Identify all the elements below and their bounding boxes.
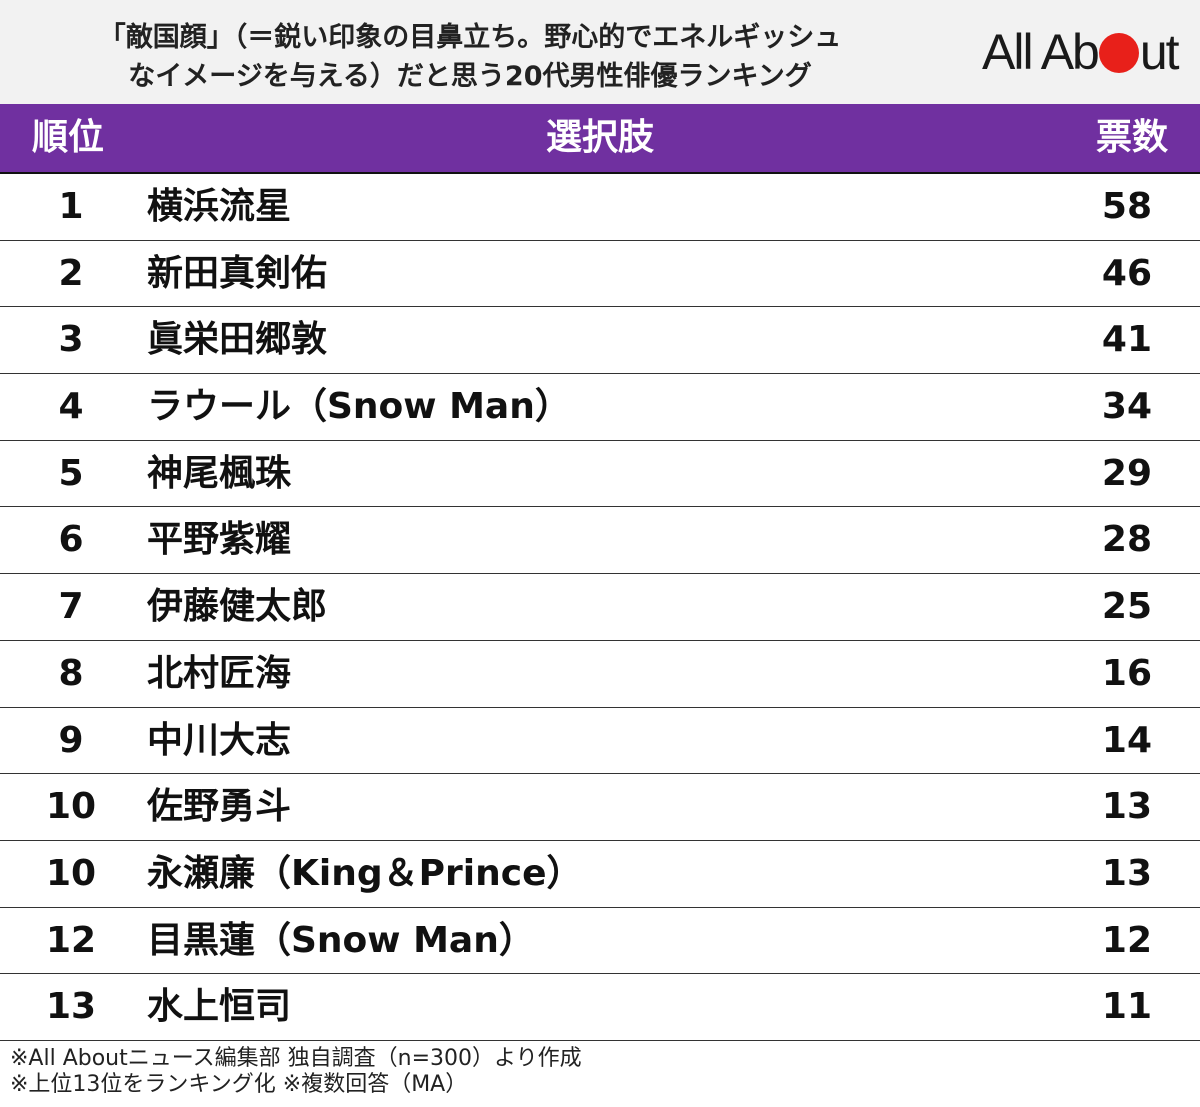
name-cell: 伊藤健太郎 — [147, 586, 328, 628]
logo-text-right: ut — [1139, 24, 1180, 80]
table-row: 6 平野紫耀 28 — [0, 507, 1200, 575]
rank-cell: 3 — [58, 319, 84, 361]
chart-title: 「敵国顔」（＝鋭い印象の目鼻立ち。野心的でエネルギッシュ なイメージを与える）だ… — [20, 18, 920, 96]
logo-text-left: All Ab — [982, 24, 1100, 80]
votes-cell: 13 — [1101, 852, 1152, 894]
votes-cell: 41 — [1101, 319, 1152, 361]
table-row: 9 中川大志 14 — [0, 708, 1200, 775]
name-cell: 目黒蓮（Snow Man） — [147, 919, 535, 961]
all-about-logo: All Ab ut — [982, 22, 1180, 82]
table-row: 1 横浜流星 58 — [0, 174, 1200, 241]
votes-cell: 12 — [1101, 919, 1152, 961]
rank-cell: 6 — [58, 519, 84, 561]
votes-cell: 16 — [1101, 652, 1152, 694]
rank-cell: 9 — [58, 719, 84, 761]
name-cell: 中川大志 — [147, 719, 292, 761]
votes-cell: 11 — [1101, 986, 1152, 1028]
table-row: 12 目黒蓮（Snow Man） 12 — [0, 908, 1200, 975]
name-cell: ラウール（Snow Man） — [147, 386, 571, 428]
rank-cell: 4 — [58, 386, 84, 428]
table-row: 10 佐野勇斗 13 — [0, 774, 1200, 841]
name-cell: 永瀬廉（King＆Prince） — [147, 852, 583, 894]
table-row: 2 新田真剣佑 46 — [0, 241, 1200, 308]
name-cell: 平野紫耀 — [147, 519, 292, 561]
votes-cell: 25 — [1101, 586, 1152, 628]
name-cell: 横浜流星 — [147, 186, 292, 227]
rank-cell: 1 — [58, 186, 84, 227]
column-header-name: 選択肢 — [545, 117, 654, 158]
table-row: 5 神尾楓珠 29 — [0, 441, 1200, 508]
rank-cell: 2 — [58, 252, 84, 294]
table-row: 7 伊藤健太郎 25 — [0, 574, 1200, 641]
footer-note-source: ※All Aboutニュース編集部 独自調査（n=300）より作成 — [10, 1046, 582, 1071]
footer-note-method: ※上位13位をランキング化 ※複数回答（MA） — [10, 1072, 468, 1097]
rank-cell: 7 — [58, 586, 84, 628]
name-cell: 北村匠海 — [147, 652, 292, 694]
rank-cell: 12 — [45, 919, 97, 961]
table-row: 13 水上恒司 11 — [0, 974, 1200, 1041]
table-header: 選択肢 順位 票数 — [0, 104, 1200, 174]
rank-cell: 13 — [45, 986, 97, 1028]
name-cell: 神尾楓珠 — [147, 452, 292, 494]
rank-cell: 5 — [58, 452, 84, 494]
name-cell: 新田真剣佑 — [147, 252, 328, 294]
rank-cell: 10 — [45, 852, 97, 894]
table-row: 3 眞栄田郷敦 41 — [0, 307, 1200, 375]
footer-notes: ※All Aboutニュース編集部 独自調査（n=300）より作成 ※上位13位… — [10, 1046, 582, 1098]
name-cell: 水上恒司 — [147, 986, 292, 1028]
table-row: 8 北村匠海 16 — [0, 641, 1200, 708]
table-row: 10 永瀬廉（King＆Prince） 13 — [0, 841, 1200, 908]
rank-cell: 8 — [58, 652, 84, 694]
votes-cell: 28 — [1101, 519, 1152, 561]
logo-dot-icon — [1098, 33, 1139, 73]
votes-cell: 13 — [1101, 786, 1152, 828]
header-panel: 「敵国顔」（＝鋭い印象の目鼻立ち。野心的でエネルギッシュ なイメージを与える）だ… — [0, 0, 1200, 104]
title-line-1: 「敵国顔」（＝鋭い印象の目鼻立ち。野心的でエネルギッシュ — [98, 22, 842, 53]
votes-cell: 58 — [1101, 186, 1152, 227]
ranking-table-body: 1 横浜流星 58 2 新田真剣佑 46 3 眞栄田郷敦 41 4 ラウール（Snow Man） 34… — [0, 174, 1200, 1041]
title-line-2: なイメージを与える）だと思う20代男性俳優ランキング — [128, 61, 812, 92]
name-cell: 佐野勇斗 — [147, 786, 292, 828]
votes-cell: 29 — [1101, 452, 1152, 494]
column-header-votes: 票数 — [1095, 117, 1168, 158]
column-header-rank: 順位 — [32, 117, 105, 158]
votes-cell: 34 — [1101, 386, 1152, 428]
name-cell: 眞栄田郷敦 — [147, 319, 328, 361]
votes-cell: 46 — [1101, 252, 1152, 294]
rank-cell: 10 — [45, 786, 97, 828]
votes-cell: 14 — [1101, 719, 1152, 761]
table-row: 4 ラウール（Snow Man） 34 — [0, 374, 1200, 441]
